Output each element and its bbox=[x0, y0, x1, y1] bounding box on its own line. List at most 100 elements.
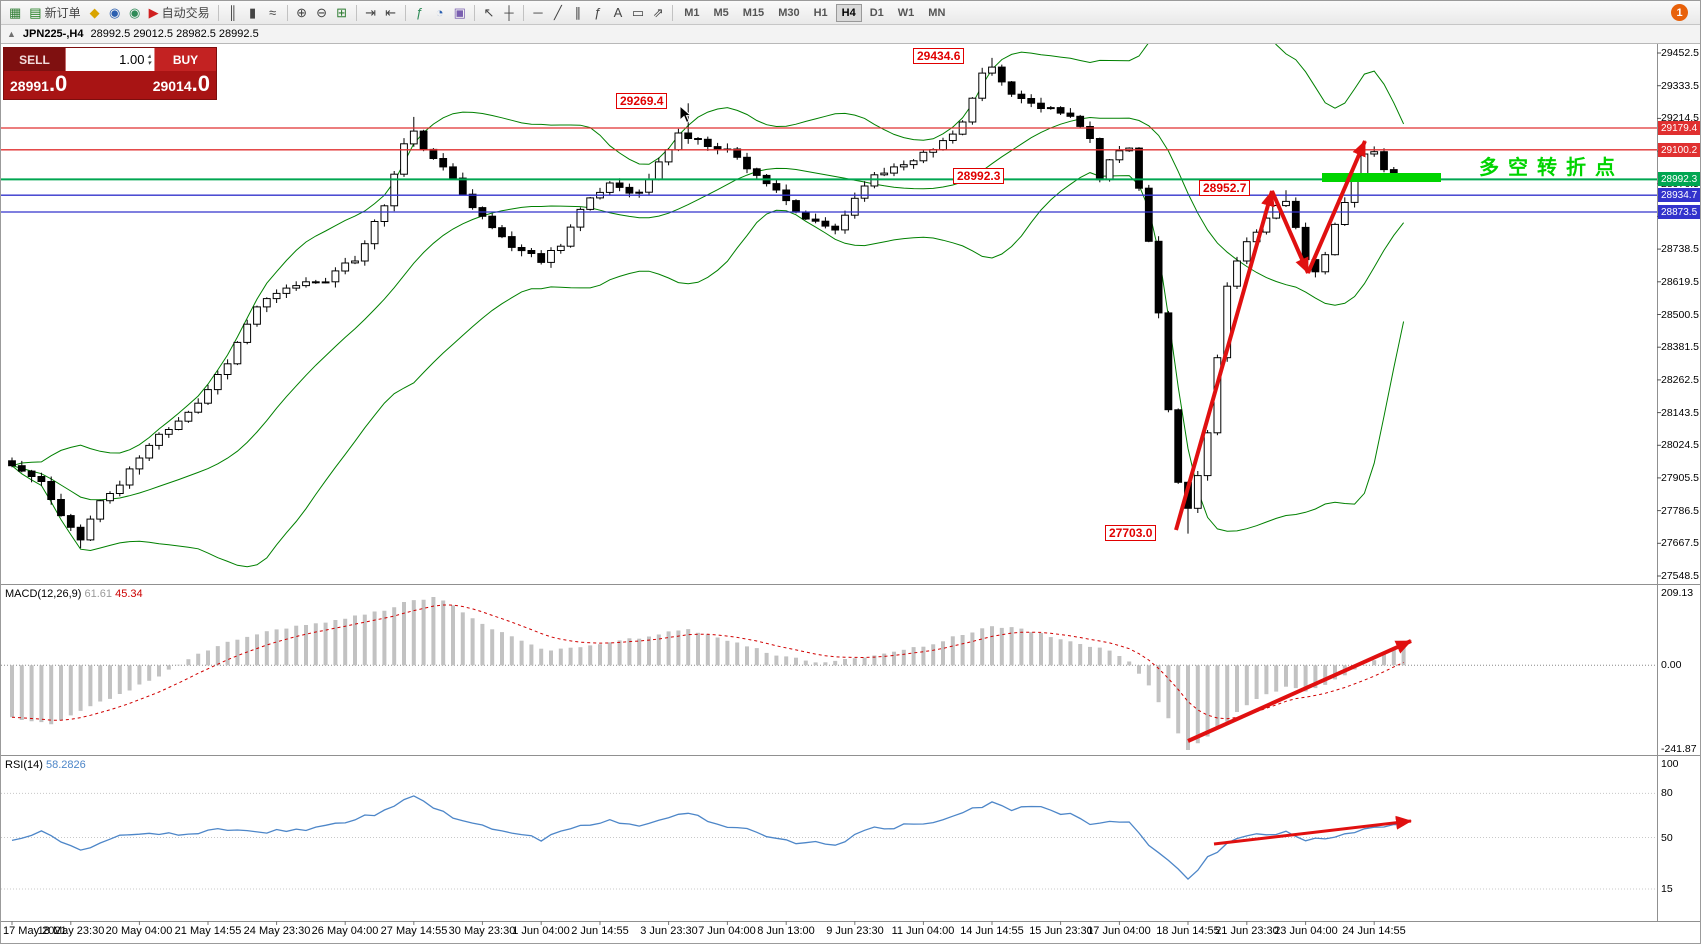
chart-tab-symbol: JPN225-,H4 bbox=[22, 28, 84, 40]
price-axis-tick: 27786.5 bbox=[1661, 505, 1699, 517]
turning-point-highlight[interactable] bbox=[1322, 173, 1441, 182]
text-tool-icon[interactable]: A bbox=[613, 5, 623, 20]
timeframe-mn[interactable]: MN bbox=[928, 6, 946, 19]
time-axis-label: 7 Jun 04:00 bbox=[698, 925, 756, 937]
trend-arrow-main-3[interactable] bbox=[1306, 140, 1367, 274]
market-watch-icon[interactable]: ◉ bbox=[108, 5, 121, 20]
volume-down-arrow[interactable]: ▾ bbox=[147, 59, 151, 67]
price-axis-box-28873.5: 28873.5 bbox=[1658, 205, 1700, 219]
bollinger-middle-band bbox=[11, 116, 1404, 501]
time-axis-label: 30 May 23:30 bbox=[448, 925, 516, 937]
trend-arrow-macd[interactable] bbox=[1187, 639, 1412, 743]
price-tag-29434.6[interactable]: 29434.6 bbox=[913, 48, 965, 64]
periods-icon[interactable]: ◔ bbox=[435, 5, 444, 20]
main-toolbar: ▦ ▤ 新订单 ◆ ◉ ◉ ▶ 自动交易 ║ ▮ ≈ ⊕ ⊖ ⊞ ⇥ ⇤ ƒ ◔ ▣ ↖ ┼ ─ ╱ ∥ ƒ A ▭ ⇗ M1 M5 M15… bbox=[1, 1, 1700, 25]
timeframe-m15[interactable]: M15 bbox=[742, 6, 765, 19]
price-tag-28992.3[interactable]: 28992.3 bbox=[953, 168, 1005, 184]
tile-windows-icon[interactable]: ⊞ bbox=[336, 5, 348, 20]
rsi-line bbox=[11, 795, 1404, 881]
sell-price[interactable]: 28991.0 bbox=[10, 71, 68, 96]
price-tag-28952.7[interactable]: 28952.7 bbox=[1199, 180, 1251, 196]
rsi-axis-label: 50 bbox=[1661, 832, 1673, 844]
chart-tab[interactable]: ▲ JPN225-,H4 28992.5 29012.5 28982.5 289… bbox=[1, 25, 1700, 44]
bollinger-upper-band bbox=[11, 44, 1405, 467]
price-axis-tick: 28381.5 bbox=[1661, 341, 1699, 353]
mouse-cursor-icon bbox=[679, 104, 693, 124]
line-chart-mode-icon[interactable]: ≈ bbox=[269, 5, 277, 20]
volume-up-arrow[interactable]: ▴ bbox=[147, 52, 151, 60]
main-chart-plot[interactable] bbox=[8, 1, 1408, 568]
toolbar-separator bbox=[286, 4, 288, 21]
trend-arrow-main-1[interactable] bbox=[1174, 190, 1275, 531]
time-axis-label: 1 Jun 04:00 bbox=[512, 925, 570, 937]
chart-shift-icon[interactable]: ⇤ bbox=[385, 5, 397, 20]
time-axis-label: 2 Jun 14:55 bbox=[571, 925, 629, 937]
time-axis-label: 18 Jun 14:55 bbox=[1156, 925, 1220, 937]
price-tag-29269.4[interactable]: 29269.4 bbox=[616, 93, 668, 109]
indicators-icon[interactable]: ƒ bbox=[416, 5, 424, 20]
macd-plot[interactable] bbox=[1, 597, 1657, 750]
channel-tool-icon[interactable]: ∥ bbox=[574, 5, 582, 20]
timeframe-m5[interactable]: M5 bbox=[713, 6, 729, 19]
buy-price[interactable]: 29014.0 bbox=[152, 71, 210, 96]
time-axis-label: 27 May 14:55 bbox=[380, 925, 448, 937]
price-axis-tick: 28738.5 bbox=[1661, 243, 1699, 255]
label-tool-icon[interactable]: ▭ bbox=[631, 5, 645, 20]
time-axis-label: 9 Jun 23:30 bbox=[826, 925, 884, 937]
price-axis-tick: 27548.5 bbox=[1661, 570, 1699, 582]
templates-icon[interactable]: ▣ bbox=[453, 5, 466, 20]
volume-input[interactable]: 1.00 ▴ ▾ bbox=[66, 48, 154, 71]
auto-scroll-icon[interactable]: ⇥ bbox=[365, 5, 377, 20]
candlestick-mode-icon[interactable]: ▮ bbox=[249, 5, 257, 20]
auto-trading-button[interactable]: ▶ 自动交易 bbox=[148, 5, 210, 20]
time-axis-label: 8 Jun 13:00 bbox=[757, 925, 815, 937]
sell-button[interactable]: SELL bbox=[4, 48, 66, 71]
toolbar-separator bbox=[355, 4, 357, 21]
price-axis-tick: 28619.5 bbox=[1661, 276, 1699, 288]
time-axis-label: 15 Jun 23:30 bbox=[1029, 925, 1093, 937]
price-tag-27703.0[interactable]: 27703.0 bbox=[1105, 525, 1157, 541]
buy-button[interactable]: BUY bbox=[154, 48, 216, 71]
chart-tab-icon: ▲ bbox=[7, 29, 16, 39]
timeframe-h4[interactable]: H4 bbox=[835, 3, 862, 22]
turning-point-annotation[interactable]: 多空转折点 bbox=[1479, 157, 1624, 179]
timeframe-m30[interactable]: M30 bbox=[778, 6, 800, 19]
favorites-icon[interactable]: ◆ bbox=[89, 5, 100, 20]
timeframe-d1[interactable]: D1 bbox=[869, 6, 884, 19]
macd-signal-line bbox=[11, 604, 1404, 721]
timeframe-h1[interactable]: H1 bbox=[813, 6, 828, 19]
fibonacci-tool-icon[interactable]: ƒ bbox=[594, 5, 602, 20]
zoom-out-icon[interactable]: ⊖ bbox=[316, 5, 328, 20]
trendline-tool-icon[interactable]: ╱ bbox=[554, 5, 562, 20]
toolbar-separator bbox=[217, 4, 219, 21]
trend-arrow-main-2[interactable] bbox=[1270, 190, 1310, 274]
arrows-tool-icon[interactable]: ⇗ bbox=[652, 5, 664, 20]
bar-chart-mode-icon[interactable]: ║ bbox=[228, 5, 238, 20]
new-chart-icon[interactable]: ▦ bbox=[9, 5, 22, 20]
timeframe-w1[interactable]: W1 bbox=[897, 6, 915, 19]
trend-arrow-rsi[interactable] bbox=[1213, 815, 1412, 846]
price-axis-box-28934.7: 28934.7 bbox=[1658, 188, 1700, 202]
timeframe-m1[interactable]: M1 bbox=[684, 6, 700, 19]
cursor-tool-icon[interactable]: ↖ bbox=[483, 5, 495, 20]
hline-tool-icon[interactable]: ─ bbox=[533, 5, 543, 20]
price-axis-tick: 27905.5 bbox=[1661, 472, 1699, 484]
data-window-icon[interactable]: ◉ bbox=[128, 5, 141, 20]
rsi-axis-label: 15 bbox=[1661, 883, 1673, 895]
crosshair-tool-icon[interactable]: ┼ bbox=[504, 5, 514, 20]
zoom-in-icon[interactable]: ⊕ bbox=[296, 5, 308, 20]
time-axis-label: 17 May 2021 bbox=[3, 925, 67, 937]
rsi-plot[interactable] bbox=[1, 792, 1657, 890]
time-axis-label: 17 Jun 04:00 bbox=[1087, 925, 1151, 937]
toolbar-separator bbox=[473, 4, 475, 21]
notifications-badge[interactable]: 1 bbox=[1671, 4, 1688, 21]
rsi-label: RSI(14) 58.2826 bbox=[5, 759, 86, 771]
new-order-button[interactable]: ▤ 新订单 bbox=[29, 5, 81, 20]
macd-axis-label: 209.13 bbox=[1661, 587, 1694, 599]
price-axis-tick: 28500.5 bbox=[1661, 309, 1699, 321]
toolbar-separator bbox=[522, 4, 524, 21]
time-axis-label: 3 Jun 23:30 bbox=[640, 925, 698, 937]
price-axis-tick: 29452.5 bbox=[1661, 47, 1699, 59]
price-axis-tick: 28143.5 bbox=[1661, 407, 1699, 419]
